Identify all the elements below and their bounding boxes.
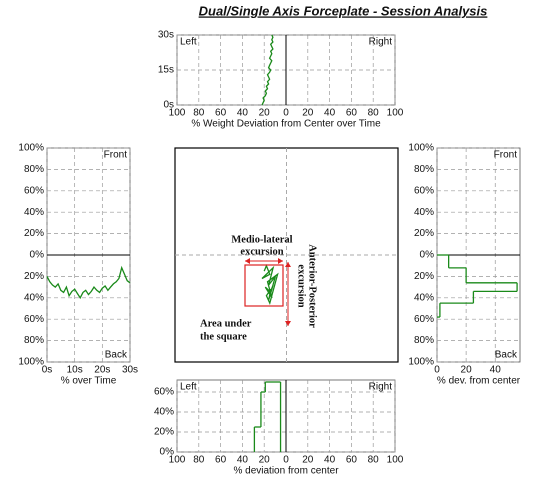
y-tick-label: 80%	[414, 335, 434, 346]
x-tick-label: 100	[387, 455, 404, 466]
x-tick-label: 20	[302, 455, 314, 466]
x-tick-label: 80	[193, 108, 205, 119]
y-tick-label: 80%	[24, 164, 44, 175]
x-tick-label: 0	[434, 365, 440, 376]
y-tick-label: 0%	[160, 447, 175, 458]
x-tick-label: 40	[237, 108, 249, 119]
y-tick-label: 0%	[420, 250, 435, 261]
excursion-square	[244, 264, 284, 307]
x-axis-label: % dev. from center	[437, 376, 521, 387]
annotation: excursion	[240, 246, 283, 257]
y-tick-label: 20%	[414, 228, 434, 239]
annotation: the square	[200, 331, 247, 342]
annotation: Medio-lateral	[231, 234, 292, 245]
y-tick-label: 60%	[154, 387, 174, 398]
annotation: Area under	[200, 318, 252, 329]
x-tick-label: 0s	[42, 365, 53, 376]
x-tick-label: 100	[169, 108, 186, 119]
x-axis-label: % deviation from center	[233, 466, 339, 477]
y-tick-label: 100%	[18, 143, 44, 154]
x-tick-label: 60	[215, 455, 227, 466]
page-title: Dual/Single Axis Forceplate - Session An…	[199, 3, 488, 18]
trace-line	[261, 34, 274, 106]
x-tick-label: 20	[259, 455, 271, 466]
y-tick-label: 100%	[408, 143, 434, 154]
x-tick-label: 40	[490, 365, 502, 376]
y-tick-label: 40%	[24, 207, 44, 218]
x-tick-label: 20	[302, 108, 314, 119]
y-tick-label: 20%	[414, 271, 434, 282]
trace-line	[46, 265, 131, 300]
x-tick-label: 100	[169, 455, 186, 466]
x-tick-label: 40	[324, 108, 336, 119]
x-tick-label: 80	[368, 108, 380, 119]
y-tick-label: 30s	[158, 30, 174, 41]
y-tick-label: 80%	[414, 164, 434, 175]
y-tick-label: 60%	[414, 314, 434, 325]
y-tick-label: 20%	[24, 228, 44, 239]
x-tick-label: 80	[368, 455, 380, 466]
x-tick-label: 60	[346, 455, 358, 466]
y-tick-label: 0s	[163, 100, 174, 111]
corner-label: Front	[104, 150, 128, 161]
y-tick-label: 60%	[414, 185, 434, 196]
y-tick-label: 40%	[154, 407, 174, 418]
y-tick-label: 60%	[24, 185, 44, 196]
x-tick-label: 40	[324, 455, 336, 466]
y-tick-label: 60%	[24, 314, 44, 325]
y-tick-label: 20%	[24, 271, 44, 282]
x-tick-label: 20	[461, 365, 473, 376]
corner-label: Left	[180, 37, 197, 48]
x-tick-label: 30s	[122, 365, 138, 376]
x-tick-label: 60	[215, 108, 227, 119]
corner-label: Front	[494, 150, 518, 161]
x-axis-label: % over Time	[61, 376, 117, 387]
corner-label: Right	[369, 37, 393, 48]
y-tick-label: 15s	[158, 65, 174, 76]
x-axis-label: % Weight Deviation from Center over Time	[191, 119, 381, 130]
y-tick-label: 80%	[24, 335, 44, 346]
trace-line	[261, 263, 279, 306]
x-tick-label: 0	[283, 108, 289, 119]
annotation: Anterior-Posterior	[307, 244, 318, 328]
x-tick-label: 10s	[67, 365, 83, 376]
x-tick-label: 20s	[94, 365, 110, 376]
y-tick-label: 0%	[30, 250, 45, 261]
y-tick-label: 100%	[18, 357, 44, 368]
corner-label: Back	[105, 350, 128, 361]
x-tick-label: 20	[259, 108, 271, 119]
x-tick-label: 100	[387, 108, 404, 119]
y-tick-label: 20%	[154, 427, 174, 438]
x-tick-label: 40	[237, 455, 249, 466]
x-tick-label: 60	[346, 108, 358, 119]
corner-label: Left	[180, 382, 197, 393]
y-tick-label: 40%	[24, 292, 44, 303]
annotation: excursion	[296, 264, 307, 307]
y-tick-label: 100%	[408, 357, 434, 368]
corner-label: Right	[369, 382, 393, 393]
x-tick-label: 0	[283, 455, 289, 466]
y-tick-label: 40%	[414, 292, 434, 303]
corner-label: Back	[495, 350, 518, 361]
y-tick-label: 40%	[414, 207, 434, 218]
x-tick-label: 80	[193, 455, 205, 466]
